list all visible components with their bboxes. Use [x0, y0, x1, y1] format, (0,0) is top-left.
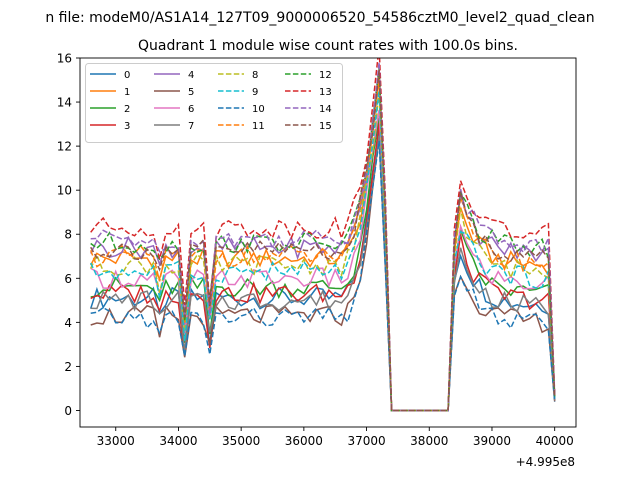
x-tick-label: 35000: [222, 434, 260, 448]
x-offset-label: +4.995e8: [516, 455, 575, 469]
y-tick-label: 0: [64, 404, 72, 418]
legend-label-9: 9: [252, 87, 258, 98]
legend-label-6: 6: [188, 104, 194, 115]
legend-label-7: 7: [188, 121, 194, 132]
y-tick-label: 8: [64, 228, 72, 242]
legend-label-10: 10: [252, 104, 265, 115]
x-tick-label: 40000: [536, 434, 574, 448]
series-line-11: [89, 72, 556, 412]
legend-label-13: 13: [319, 87, 332, 98]
legend-label-1: 1: [124, 87, 130, 98]
legend-label-3: 3: [124, 121, 130, 132]
y-tick-label: 6: [64, 272, 72, 286]
series-line-12: [90, 67, 556, 412]
series-line-3: [90, 123, 556, 412]
axes-frame: [79, 57, 577, 428]
series-line-14: [90, 62, 556, 412]
legend-label-12: 12: [319, 70, 332, 81]
chart-title: Quadrant 1 module wise count rates with …: [138, 38, 518, 54]
x-tick-label: 38000: [410, 434, 448, 448]
x-tick-label: 36000: [285, 434, 323, 448]
series-line-10: [90, 140, 556, 412]
legend-label-8: 8: [252, 70, 258, 81]
y-tick-label: 4: [64, 316, 72, 330]
legend-label-2: 2: [124, 104, 130, 115]
legend-label-0: 0: [124, 70, 130, 81]
legend-label-11: 11: [252, 121, 265, 132]
series-line-9: [90, 90, 556, 412]
series-line-7: [90, 135, 556, 412]
legend-label-14: 14: [319, 104, 332, 115]
x-tick-label: 39000: [473, 434, 511, 448]
y-tick-label: 14: [57, 96, 72, 110]
y-tick-label: 16: [57, 52, 72, 66]
y-tick-label: 12: [57, 140, 72, 154]
x-tick-label: 37000: [347, 434, 385, 448]
y-tick-label: 10: [57, 184, 72, 198]
figure-suptitle: n file: modeM0/AS1A14_127T09_9000006520_…: [45, 10, 594, 26]
series-line-0: [89, 128, 556, 412]
legend-label-15: 15: [319, 121, 332, 132]
legend-box: [85, 63, 343, 143]
plot-area: 33000 34000 35000 36000 37000 38000 39000 40000…: [57, 52, 577, 448]
x-tick-label: 34000: [159, 434, 197, 448]
series-line-2: [90, 117, 556, 412]
legend-label-5: 5: [188, 87, 194, 98]
y-tick-label: 2: [64, 360, 72, 374]
x-tick-label: 33000: [97, 434, 135, 448]
legend-label-4: 4: [188, 70, 194, 81]
series-line-5: [90, 135, 556, 412]
